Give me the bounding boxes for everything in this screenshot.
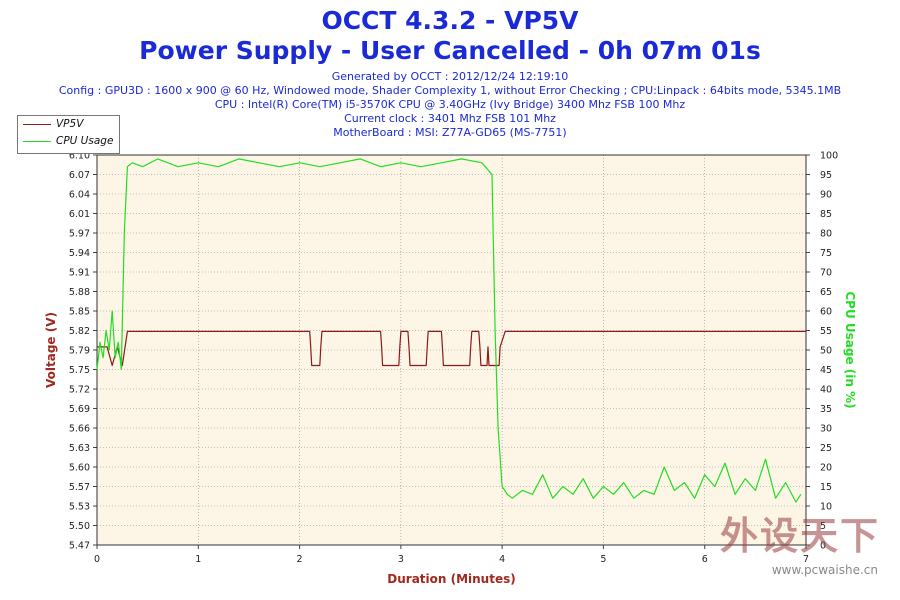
legend-label-vp5v: VP5V <box>56 118 84 130</box>
y-right-tick-label: 80 <box>820 229 832 240</box>
info-cpu: CPU : Intel(R) Core(TM) i5-3570K CPU @ 3… <box>214 98 686 111</box>
y-left-tick-label: 6.07 <box>69 170 90 181</box>
y-left-tick-label: 5.85 <box>69 307 90 318</box>
y-right-tick-label: 20 <box>820 463 832 474</box>
y-right-tick-label: 75 <box>820 248 832 259</box>
y-left-tick-label: 5.66 <box>69 424 90 435</box>
y-right-tick-label: 55 <box>820 326 832 337</box>
legend-item-vp5v: VP5V <box>18 116 119 133</box>
info-motherboard: MotherBoard : MSI: Z77A-GD65 (MS-7751) <box>333 126 567 139</box>
y-left-tick-label: 6.01 <box>69 209 90 220</box>
y-left-tick-label: 5.75 <box>69 365 90 376</box>
y-left-tick-label: 5.47 <box>69 541 90 552</box>
y-right-tick-label: 90 <box>820 190 832 201</box>
y-right-tick-label: 25 <box>820 443 832 454</box>
y-left-axis-label: Voltage (V) <box>44 312 58 388</box>
y-left-tick-label: 5.88 <box>69 287 90 298</box>
x-tick-label: 6 <box>702 554 708 565</box>
x-tick-label: 1 <box>195 554 201 565</box>
plot-frame <box>96 154 807 546</box>
y-right-tick-label: 40 <box>820 385 832 396</box>
y-right-tick-label: 60 <box>820 307 832 318</box>
y-left-tick-label: 5.94 <box>69 248 90 259</box>
info-config: Config : GPU3D : 1600 x 900 @ 60 Hz, Win… <box>58 84 842 97</box>
y-left-tick-label: 5.72 <box>69 385 90 396</box>
info-clock: Current clock : 3401 Mhz FSB 101 Mhz <box>344 112 556 125</box>
chart-subtitle: Power Supply - User Cancelled - 0h 07m 0… <box>139 36 761 65</box>
y-right-tick-label: 30 <box>820 424 832 435</box>
y-right-tick-label: 85 <box>820 209 832 220</box>
y-left-tick-label: 5.53 <box>69 502 90 513</box>
y-right-tick-label: 15 <box>820 482 832 493</box>
y-left-tick-label: 5.57 <box>69 482 90 493</box>
y-right-tick-label: 65 <box>820 287 832 298</box>
y-right-tick-label: 45 <box>820 365 832 376</box>
legend: VP5V CPU Usage <box>17 115 120 154</box>
series-line-vp5v <box>97 330 806 367</box>
y-left-tick-label: 5.60 <box>69 463 90 474</box>
x-tick-label: 3 <box>398 554 404 565</box>
y-right-tick-label: 10 <box>820 502 832 513</box>
y-right-tick-label: 50 <box>820 346 832 357</box>
x-tick-label: 4 <box>499 554 505 565</box>
y-left-tick-label: 5.91 <box>69 268 90 279</box>
y-right-axis-label: CPU Usage (in %) <box>843 291 857 408</box>
y-left-tick-label: 5.82 <box>69 326 90 337</box>
legend-swatch-vp5v <box>23 124 51 125</box>
y-left-tick-label: 5.69 <box>69 404 90 415</box>
y-left-tick-label: 5.97 <box>69 229 90 240</box>
y-left-tick-label: 5.79 <box>69 346 90 357</box>
y-right-tick-label: 70 <box>820 268 832 279</box>
y-left-tick-label: 5.50 <box>69 521 90 532</box>
series-line-cpu-usage <box>96 158 802 503</box>
y-right-tick-label: 95 <box>820 170 832 181</box>
y-left-tick-label: 6.04 <box>69 190 90 201</box>
legend-swatch-cpu-usage <box>23 141 51 142</box>
x-tick-label: 7 <box>803 554 809 565</box>
y-left-tick-label: 6.10 <box>69 151 90 162</box>
x-tick-label: 0 <box>94 554 100 565</box>
x-tick-label: 5 <box>600 554 606 565</box>
chart-title: OCCT 4.3.2 - VP5V <box>321 6 579 35</box>
x-tick-label: 2 <box>297 554 303 565</box>
y-right-tick-label: 100 <box>820 151 838 162</box>
y-right-tick-label: 5 <box>820 521 826 532</box>
legend-item-cpu-usage: CPU Usage <box>18 133 119 150</box>
y-right-tick-label: 0 <box>820 541 826 552</box>
y-left-tick-label: 5.63 <box>69 443 90 454</box>
legend-label-cpu-usage: CPU Usage <box>56 135 114 147</box>
y-right-tick-label: 35 <box>820 404 832 415</box>
x-axis-label: Duration (Minutes) <box>387 572 515 586</box>
info-generated: Generated by OCCT : 2012/12/24 12:19:10 <box>331 70 569 83</box>
